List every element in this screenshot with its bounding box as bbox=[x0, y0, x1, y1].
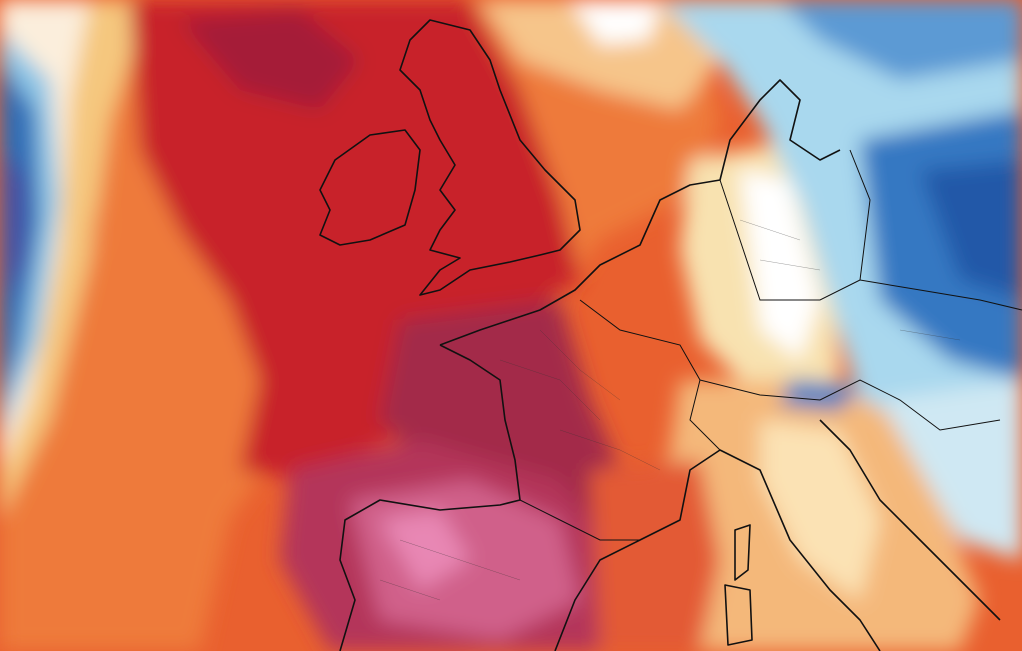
germany-border bbox=[719, 149, 871, 301]
great-britain bbox=[399, 19, 581, 296]
atlantic-coast bbox=[339, 344, 521, 651]
france-east-border bbox=[579, 299, 721, 451]
corsica-sardinia bbox=[724, 524, 753, 646]
ireland bbox=[319, 129, 421, 246]
mediterranean-coast bbox=[554, 449, 881, 651]
coastlines bbox=[319, 19, 1022, 651]
central-europe-border bbox=[859, 279, 1022, 311]
admin-boundaries bbox=[379, 219, 961, 601]
pyrenees-border bbox=[519, 499, 640, 541]
north-coast bbox=[439, 79, 841, 346]
alps-border bbox=[699, 379, 1001, 431]
adriatic-coast bbox=[819, 419, 1001, 621]
